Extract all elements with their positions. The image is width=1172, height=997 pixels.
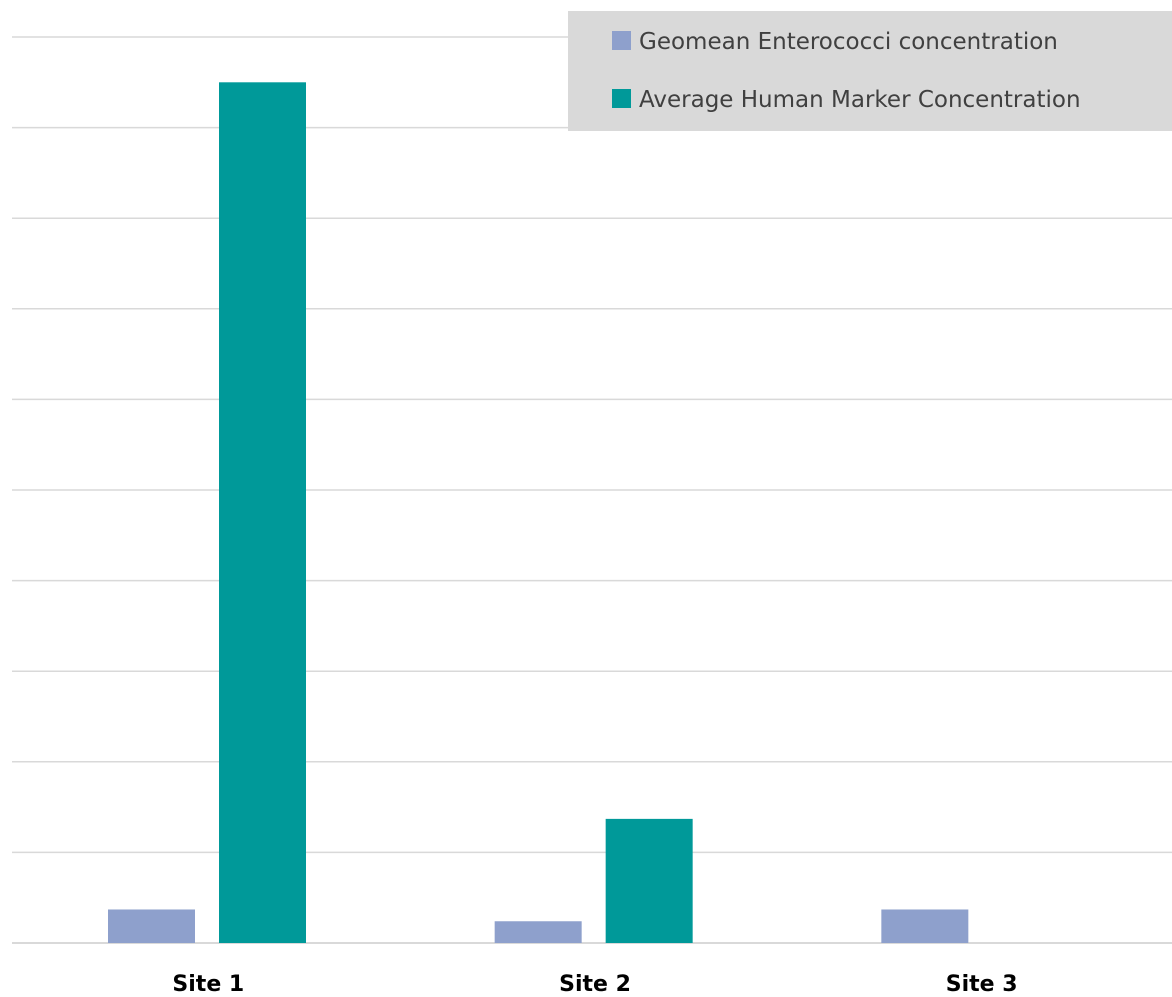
- bar-site-1-series-1: [108, 909, 195, 943]
- legend-entry-label: Geomean Enterococci concentration: [639, 29, 1058, 55]
- legend-box: [568, 11, 1172, 131]
- legend-swatch: [612, 89, 631, 108]
- legend-swatch: [612, 31, 631, 50]
- legend: Geomean Enterococci concentration Average…: [568, 11, 1172, 131]
- x-tick-label: Site 3: [946, 972, 1018, 997]
- bar-site-2-series-2: [605, 818, 693, 943]
- bar-site-2-series-1: [494, 921, 582, 943]
- x-tick-label: Site 2: [559, 972, 631, 997]
- bar-site-3-series-1: [881, 909, 969, 943]
- legend-entry-label: Average Human Marker Concentration: [639, 87, 1081, 113]
- x-tick-label: Site 1: [172, 972, 244, 997]
- bar-site-1-series-2: [219, 82, 306, 944]
- gridlines: [12, 36, 1172, 944]
- x-axis-tick-labels: Site 1 Site 2 Site 3: [172, 972, 1017, 997]
- bars: [108, 82, 969, 944]
